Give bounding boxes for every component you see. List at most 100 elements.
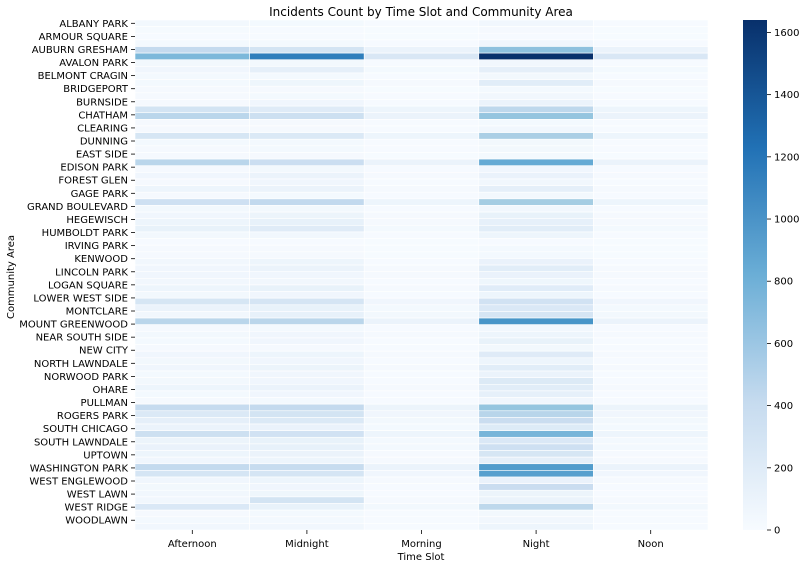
heatmap-cell [134, 364, 250, 372]
heatmap-cell [593, 19, 709, 27]
heatmap-cell [478, 476, 594, 484]
heatmap-cell [478, 119, 594, 127]
heatmap-cell [478, 291, 594, 299]
heatmap-cell [249, 172, 365, 180]
heatmap-cell [478, 496, 594, 504]
heatmap-cell [134, 205, 250, 213]
x-tick-label: Night [523, 539, 550, 550]
heatmap-cell [478, 324, 594, 332]
heatmap-cell [363, 258, 480, 266]
y-tick-label: LOWER WEST SIDE [33, 293, 128, 304]
heatmap-cell [478, 72, 594, 80]
heatmap-cell [363, 238, 480, 246]
x-axis-ticks: Afternoon Midnight Morning Night Noon [168, 530, 664, 550]
heatmap-cell [134, 291, 250, 299]
heatmap-cell [593, 79, 709, 87]
heatmap-cell [249, 79, 365, 87]
heatmap-cell [134, 423, 250, 431]
heatmap-cell [593, 92, 709, 100]
heatmap-cell [478, 138, 594, 147]
heatmap-cell [593, 344, 709, 352]
heatmap-cell [363, 456, 480, 465]
heatmap-cell [134, 470, 250, 478]
heatmap-cell [249, 330, 365, 339]
heatmap-cell [249, 72, 365, 80]
heatmap-cell [478, 483, 594, 491]
x-axis-title: Time Slot [397, 552, 445, 563]
heatmap-cell [363, 370, 480, 378]
heatmap-cell [134, 503, 250, 511]
heatmap-cell [249, 205, 365, 213]
heatmap-cell [134, 125, 250, 133]
heatmap-cell [134, 105, 250, 114]
heatmap-cell [478, 238, 594, 246]
heatmap-cell [134, 317, 250, 325]
colorbar [743, 20, 767, 530]
heatmap-cell [134, 99, 250, 107]
heatmap-cell [363, 297, 480, 306]
heatmap-cell [249, 26, 365, 34]
heatmap-cell [134, 112, 250, 120]
heatmap-cell [593, 191, 709, 200]
heatmap-cell [249, 152, 365, 160]
y-tick-label: WOODLAWN [65, 516, 128, 527]
heatmap-cell [249, 383, 365, 392]
heatmap-cell [478, 410, 594, 418]
y-tick-label: BELMONT CRAGIN [38, 71, 128, 82]
heatmap-cell [593, 178, 709, 186]
heatmap-cell [249, 516, 365, 524]
heatmap-cell [478, 470, 594, 478]
heatmap-cell [363, 383, 480, 392]
heatmap-cell [363, 185, 480, 193]
heatmap-cell [249, 436, 365, 445]
heatmap-cell [249, 410, 365, 418]
heatmap-cell [478, 172, 594, 180]
heatmap-cell [593, 516, 709, 524]
heatmap-cell [249, 443, 365, 451]
heatmap-cell [593, 32, 709, 41]
heatmap-cell [478, 178, 594, 186]
heatmap-cell [593, 278, 709, 286]
heatmap-cell [478, 443, 594, 451]
heatmap-cell [363, 377, 480, 385]
heatmap-cell [363, 496, 480, 504]
y-tick-label: CLEARING [77, 123, 128, 134]
heatmap-cell [478, 357, 594, 365]
heatmap-cell [363, 317, 480, 325]
heatmap-cell [134, 443, 250, 451]
heatmap-cell [134, 357, 250, 365]
heatmap-cell [363, 430, 480, 438]
heatmap-cell [478, 397, 594, 405]
heatmap-cell [363, 476, 480, 484]
heatmap-cell [134, 46, 250, 54]
heatmap-cell [249, 291, 365, 299]
heatmap-cell [134, 264, 250, 272]
heatmap-cell [249, 225, 365, 233]
heatmap-cell [593, 390, 709, 398]
heatmap-cell [249, 112, 365, 120]
heatmap-cell [593, 99, 709, 107]
heatmap-cell [478, 463, 594, 471]
heatmap-cell [593, 337, 709, 345]
heatmap-cell [249, 370, 365, 378]
heatmap-cell [134, 456, 250, 465]
heatmap-cell [249, 483, 365, 491]
x-tick-label: Morning [401, 539, 441, 550]
heatmap-cell [363, 324, 480, 332]
heatmap-cell [249, 423, 365, 431]
heatmap-cell [593, 271, 709, 279]
y-tick-label: LOGAN SQUARE [48, 280, 128, 291]
heatmap-cell [249, 456, 365, 465]
heatmap-cell [478, 26, 594, 34]
heatmap-cell [134, 496, 250, 504]
heatmap-cell [363, 152, 480, 160]
heatmap-cell [478, 85, 594, 94]
y-tick-label: NORTH LAWNDALE [34, 359, 128, 370]
heatmap-cell [363, 489, 480, 498]
heatmap-cell [249, 397, 365, 405]
y-tick-label: ARMOUR SQUARE [39, 32, 128, 43]
heatmap-cell [134, 158, 250, 167]
heatmap-cell [593, 225, 709, 233]
heatmap-cell [593, 436, 709, 445]
